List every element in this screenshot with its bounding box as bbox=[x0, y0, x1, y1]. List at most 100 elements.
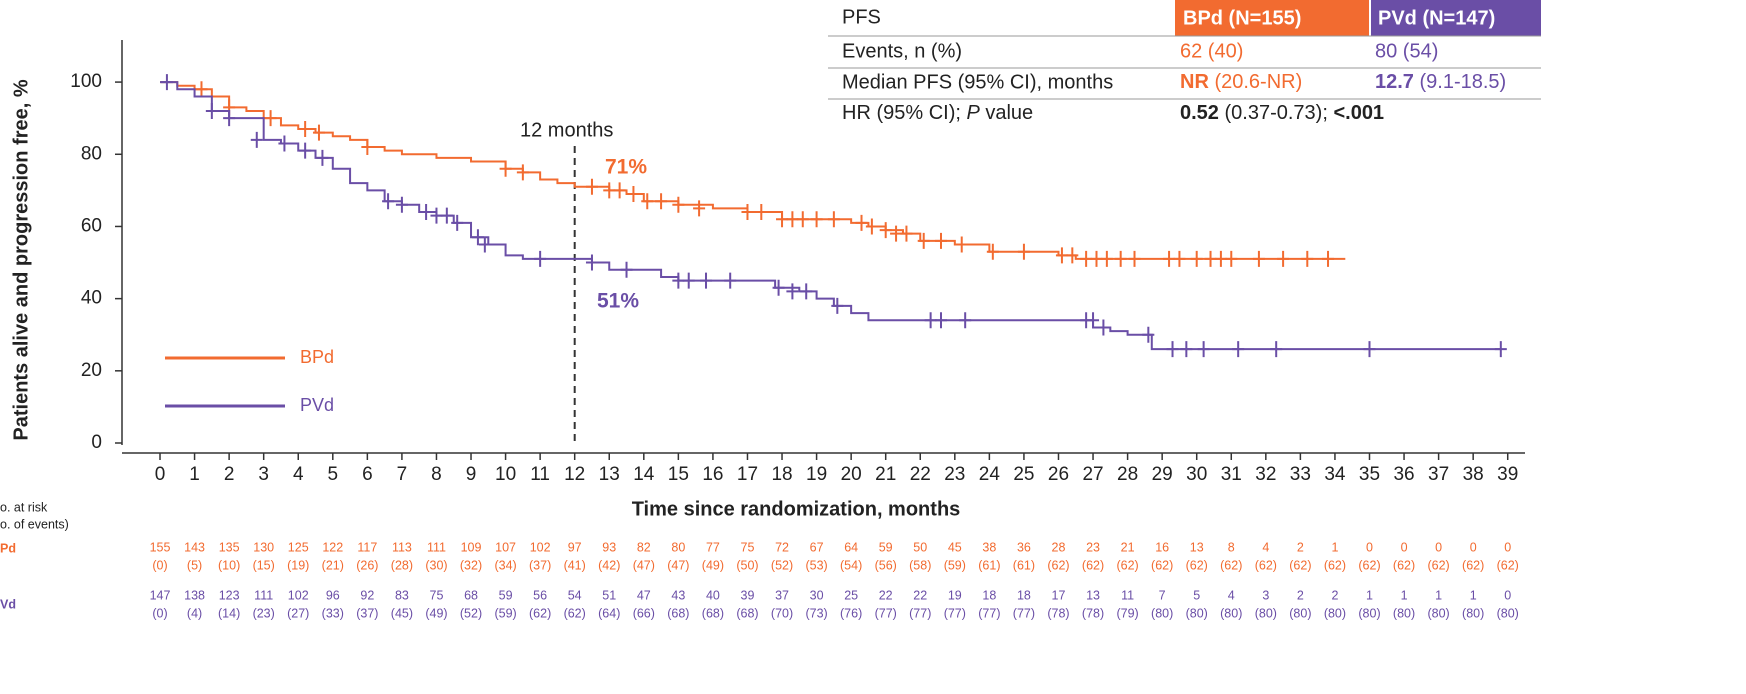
censor-mark bbox=[682, 272, 695, 289]
y-tick-label: 20 bbox=[81, 360, 102, 381]
censor-mark bbox=[478, 236, 491, 253]
at-risk-events: (62) bbox=[1151, 558, 1173, 572]
at-risk-events: (62) bbox=[529, 606, 551, 620]
x-tick-label: 21 bbox=[875, 464, 896, 485]
at-risk-events: (62) bbox=[1324, 558, 1346, 572]
at-risk-count: 45 bbox=[948, 540, 962, 554]
at-risk-events: (61) bbox=[978, 558, 1000, 572]
at-risk-count: 77 bbox=[706, 540, 720, 554]
at-risk-count: 19 bbox=[948, 588, 962, 602]
censor-mark bbox=[613, 182, 626, 199]
censor-mark bbox=[395, 196, 408, 213]
at-risk-count: 25 bbox=[844, 588, 858, 602]
at-risk-events: (80) bbox=[1255, 606, 1277, 620]
at-risk-count: 75 bbox=[741, 540, 755, 554]
at-risk-events: (52) bbox=[771, 558, 793, 572]
at-risk-events: (54) bbox=[840, 558, 862, 572]
at-risk-events: (47) bbox=[667, 558, 689, 572]
at-risk-events: (62) bbox=[1427, 558, 1449, 572]
censor-mark bbox=[585, 178, 598, 195]
at-risk-count: 1 bbox=[1331, 540, 1338, 554]
at-risk-events: (50) bbox=[736, 558, 758, 572]
x-tick-label: 1 bbox=[189, 464, 200, 485]
legend-label: BPd bbox=[300, 347, 334, 367]
censor-mark bbox=[786, 283, 799, 300]
censor-mark bbox=[986, 243, 999, 260]
x-tick-label: 17 bbox=[737, 464, 758, 485]
at-risk-count: 111 bbox=[254, 588, 273, 602]
at-risk-events: (68) bbox=[667, 606, 689, 620]
at-risk-events: (77) bbox=[1013, 606, 1035, 620]
at-risk-events: (62) bbox=[1220, 558, 1242, 572]
censor-mark bbox=[741, 204, 754, 221]
censor-mark bbox=[900, 225, 913, 242]
at-risk-events: (79) bbox=[1116, 606, 1138, 620]
at-risk-count: 4 bbox=[1262, 540, 1269, 554]
at-risk-count: 72 bbox=[775, 540, 789, 554]
at-risk-count: 1 bbox=[1470, 588, 1477, 602]
at-risk-events: (68) bbox=[702, 606, 724, 620]
censor-mark bbox=[516, 164, 529, 181]
at-risk-count: 122 bbox=[322, 540, 343, 554]
at-risk-count: 147 bbox=[150, 588, 171, 602]
table-cell: 62 (40) bbox=[1180, 40, 1243, 62]
y-tick-label: 0 bbox=[91, 432, 102, 453]
at-risk-count: 1 bbox=[1401, 588, 1408, 602]
censor-mark bbox=[627, 185, 640, 202]
at-risk-events: (59) bbox=[494, 606, 516, 620]
y-tick-label: 60 bbox=[81, 215, 102, 236]
at-risk-count: 40 bbox=[706, 588, 720, 602]
censor-mark bbox=[585, 254, 598, 271]
x-tick-label: 25 bbox=[1013, 464, 1034, 485]
censor-mark bbox=[620, 261, 633, 278]
censor-mark bbox=[693, 200, 706, 217]
at-risk-events: (62) bbox=[1497, 558, 1519, 572]
table-cell: 0.52 (0.37-0.73); <.001 bbox=[1180, 102, 1384, 124]
x-tick-label: 37 bbox=[1428, 464, 1449, 485]
at-risk-count: 82 bbox=[637, 540, 651, 554]
table-text: P bbox=[966, 102, 980, 124]
at-risk-events: (33) bbox=[322, 606, 344, 620]
annotation: 51% bbox=[597, 290, 639, 313]
at-risk-events: (47) bbox=[633, 558, 655, 572]
x-tick-label: 11 bbox=[530, 464, 550, 485]
at-risk-events: (21) bbox=[322, 558, 344, 572]
at-risk-events: (70) bbox=[771, 606, 793, 620]
censor-mark bbox=[1232, 341, 1245, 358]
at-risk-count: 7 bbox=[1159, 588, 1166, 602]
table-cell: Events, n (%) bbox=[842, 40, 962, 62]
x-tick-label: 31 bbox=[1221, 464, 1242, 485]
x-tick-label: 2 bbox=[224, 464, 235, 485]
x-tick-label: 22 bbox=[910, 464, 931, 485]
at-risk-events: (64) bbox=[598, 606, 620, 620]
at-risk-count: 92 bbox=[360, 588, 374, 602]
at-risk-count: 21 bbox=[1121, 540, 1135, 554]
table-cell: Median PFS (95% CI), months bbox=[842, 71, 1113, 93]
at-risk-count: 23 bbox=[1086, 540, 1100, 554]
at-risk-count: 47 bbox=[637, 588, 651, 602]
at-risk-events: (62) bbox=[1255, 558, 1277, 572]
at-risk-events: (41) bbox=[564, 558, 586, 572]
legend-label: PVd bbox=[300, 395, 334, 415]
x-tick-label: 14 bbox=[633, 464, 655, 485]
at-risk-count: 30 bbox=[810, 588, 824, 602]
at-risk-events: (66) bbox=[633, 606, 655, 620]
censor-mark bbox=[1055, 247, 1068, 264]
x-tick-label: 38 bbox=[1463, 464, 1484, 485]
censor-mark bbox=[420, 204, 433, 221]
censor-mark bbox=[934, 232, 947, 249]
at-risk-events: (30) bbox=[425, 558, 447, 572]
at-risk-events: (49) bbox=[425, 606, 447, 620]
header-cell bbox=[1371, 0, 1541, 36]
censor-mark bbox=[195, 81, 208, 98]
at-risk-events: (62) bbox=[1393, 558, 1415, 572]
censor-mark bbox=[1180, 341, 1193, 358]
at-risk-count: 93 bbox=[602, 540, 616, 554]
at-risk-count: 18 bbox=[1017, 588, 1031, 602]
at-risk-label: Vd bbox=[0, 597, 16, 611]
at-risk-count: 64 bbox=[844, 540, 858, 554]
at-risk-events: (80) bbox=[1358, 606, 1380, 620]
at-risk-events: (76) bbox=[840, 606, 862, 620]
at-risk-count: 75 bbox=[430, 588, 444, 602]
at-risk-events: (56) bbox=[875, 558, 897, 572]
